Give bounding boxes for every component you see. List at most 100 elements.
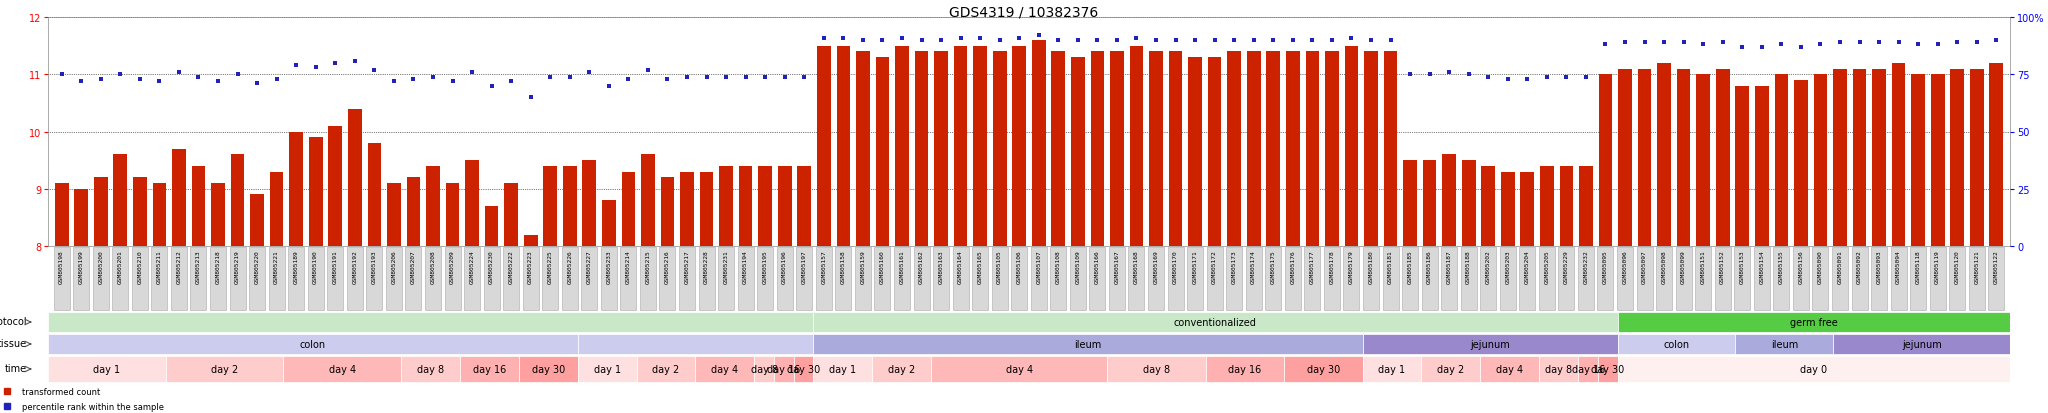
Point bbox=[436, 78, 469, 85]
Text: day 4: day 4 bbox=[330, 364, 356, 374]
FancyBboxPatch shape bbox=[483, 248, 500, 310]
FancyBboxPatch shape bbox=[758, 248, 774, 310]
Bar bbox=[1618, 356, 2009, 382]
Bar bbox=[817, 47, 831, 247]
Bar bbox=[1421, 356, 1481, 382]
FancyBboxPatch shape bbox=[1618, 248, 1632, 310]
FancyBboxPatch shape bbox=[776, 248, 793, 310]
Point bbox=[1649, 40, 1681, 46]
Bar bbox=[915, 52, 928, 247]
Text: jejunum: jejunum bbox=[1903, 339, 1942, 349]
Bar bbox=[680, 172, 694, 247]
Point bbox=[1354, 38, 1386, 44]
Text: day 8: day 8 bbox=[750, 364, 778, 374]
Text: day 1: day 1 bbox=[94, 364, 121, 374]
Bar bbox=[1110, 52, 1124, 247]
FancyBboxPatch shape bbox=[74, 248, 90, 310]
Point bbox=[455, 69, 487, 76]
Text: conventionalized: conventionalized bbox=[1174, 317, 1257, 327]
FancyBboxPatch shape bbox=[1597, 248, 1614, 310]
Bar bbox=[1227, 52, 1241, 247]
FancyBboxPatch shape bbox=[1090, 248, 1106, 310]
Bar bbox=[1108, 356, 1206, 382]
Text: GSM805158: GSM805158 bbox=[842, 249, 846, 283]
Text: day 8: day 8 bbox=[1143, 364, 1169, 374]
Point bbox=[1882, 40, 1915, 46]
Point bbox=[885, 35, 918, 42]
Text: GSM805219: GSM805219 bbox=[236, 249, 240, 283]
Text: GSM805178: GSM805178 bbox=[1329, 249, 1335, 283]
Point bbox=[905, 38, 938, 44]
FancyBboxPatch shape bbox=[1128, 248, 1145, 310]
Bar bbox=[518, 356, 578, 382]
Text: GSM805231: GSM805231 bbox=[723, 249, 729, 283]
Text: GSM805227: GSM805227 bbox=[588, 249, 592, 283]
Text: GSM805187: GSM805187 bbox=[1446, 249, 1452, 283]
Point bbox=[162, 69, 195, 76]
FancyBboxPatch shape bbox=[737, 248, 754, 310]
Bar bbox=[1423, 161, 1436, 247]
Text: GSM805168: GSM805168 bbox=[1135, 249, 1139, 283]
Bar bbox=[836, 47, 850, 247]
FancyBboxPatch shape bbox=[328, 248, 344, 310]
FancyBboxPatch shape bbox=[1989, 248, 2005, 310]
Text: GSM805122: GSM805122 bbox=[1995, 249, 1999, 283]
Bar bbox=[1071, 58, 1085, 247]
Bar bbox=[1618, 334, 1735, 354]
FancyBboxPatch shape bbox=[1872, 248, 1886, 310]
Text: GSM805197: GSM805197 bbox=[801, 249, 807, 283]
Bar bbox=[152, 184, 166, 247]
Bar bbox=[113, 155, 127, 247]
FancyBboxPatch shape bbox=[1206, 248, 1223, 310]
FancyBboxPatch shape bbox=[1911, 248, 1927, 310]
Text: GSM805159: GSM805159 bbox=[860, 249, 866, 283]
Point bbox=[1335, 35, 1368, 42]
Text: GSM805174: GSM805174 bbox=[1251, 249, 1255, 283]
FancyBboxPatch shape bbox=[543, 248, 559, 310]
Bar bbox=[465, 161, 479, 247]
FancyBboxPatch shape bbox=[1364, 248, 1378, 310]
Bar bbox=[1346, 47, 1358, 247]
Bar bbox=[1325, 52, 1339, 247]
Point bbox=[1864, 40, 1896, 46]
Bar bbox=[563, 166, 578, 247]
FancyBboxPatch shape bbox=[1696, 248, 1712, 310]
Text: GSM805210: GSM805210 bbox=[137, 249, 143, 283]
FancyBboxPatch shape bbox=[934, 248, 948, 310]
FancyBboxPatch shape bbox=[1714, 248, 1731, 310]
Text: GSM805230: GSM805230 bbox=[489, 249, 494, 283]
Bar bbox=[250, 195, 264, 247]
Text: GSM805105: GSM805105 bbox=[997, 249, 1001, 283]
Bar bbox=[367, 144, 381, 247]
Bar bbox=[1931, 75, 1944, 247]
Point bbox=[1628, 40, 1661, 46]
Bar bbox=[1090, 52, 1104, 247]
FancyBboxPatch shape bbox=[1030, 248, 1047, 310]
Point bbox=[1004, 35, 1036, 42]
Text: GSM805155: GSM805155 bbox=[1780, 249, 1784, 283]
Point bbox=[1550, 74, 1583, 81]
Point bbox=[827, 35, 860, 42]
Text: GSM805226: GSM805226 bbox=[567, 249, 571, 283]
Point bbox=[1608, 40, 1640, 46]
Bar bbox=[1208, 58, 1221, 247]
Text: GSM805121: GSM805121 bbox=[1974, 249, 1978, 283]
Bar bbox=[1284, 356, 1362, 382]
Text: GSM805173: GSM805173 bbox=[1231, 249, 1237, 283]
Bar bbox=[1892, 64, 1905, 247]
Point bbox=[104, 72, 137, 78]
Point bbox=[1688, 42, 1720, 49]
Text: day 0: day 0 bbox=[1800, 364, 1827, 374]
Bar bbox=[932, 356, 1108, 382]
FancyBboxPatch shape bbox=[1343, 248, 1360, 310]
Bar bbox=[934, 52, 948, 247]
Point bbox=[750, 74, 782, 81]
Text: GSM805093: GSM805093 bbox=[1876, 249, 1882, 283]
Point bbox=[651, 76, 684, 83]
Bar bbox=[1735, 86, 1749, 247]
Point bbox=[1120, 35, 1153, 42]
FancyBboxPatch shape bbox=[1812, 248, 1829, 310]
Text: GSM805160: GSM805160 bbox=[881, 249, 885, 283]
Point bbox=[1823, 40, 1855, 46]
Text: day 8: day 8 bbox=[418, 364, 444, 374]
